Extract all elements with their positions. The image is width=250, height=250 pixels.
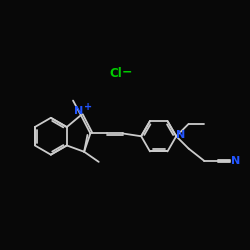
Text: −: − [122,65,132,78]
Text: N: N [176,130,185,140]
Text: N: N [74,106,84,116]
Text: +: + [84,102,92,112]
Text: Cl: Cl [110,67,122,80]
Text: N: N [230,156,240,166]
